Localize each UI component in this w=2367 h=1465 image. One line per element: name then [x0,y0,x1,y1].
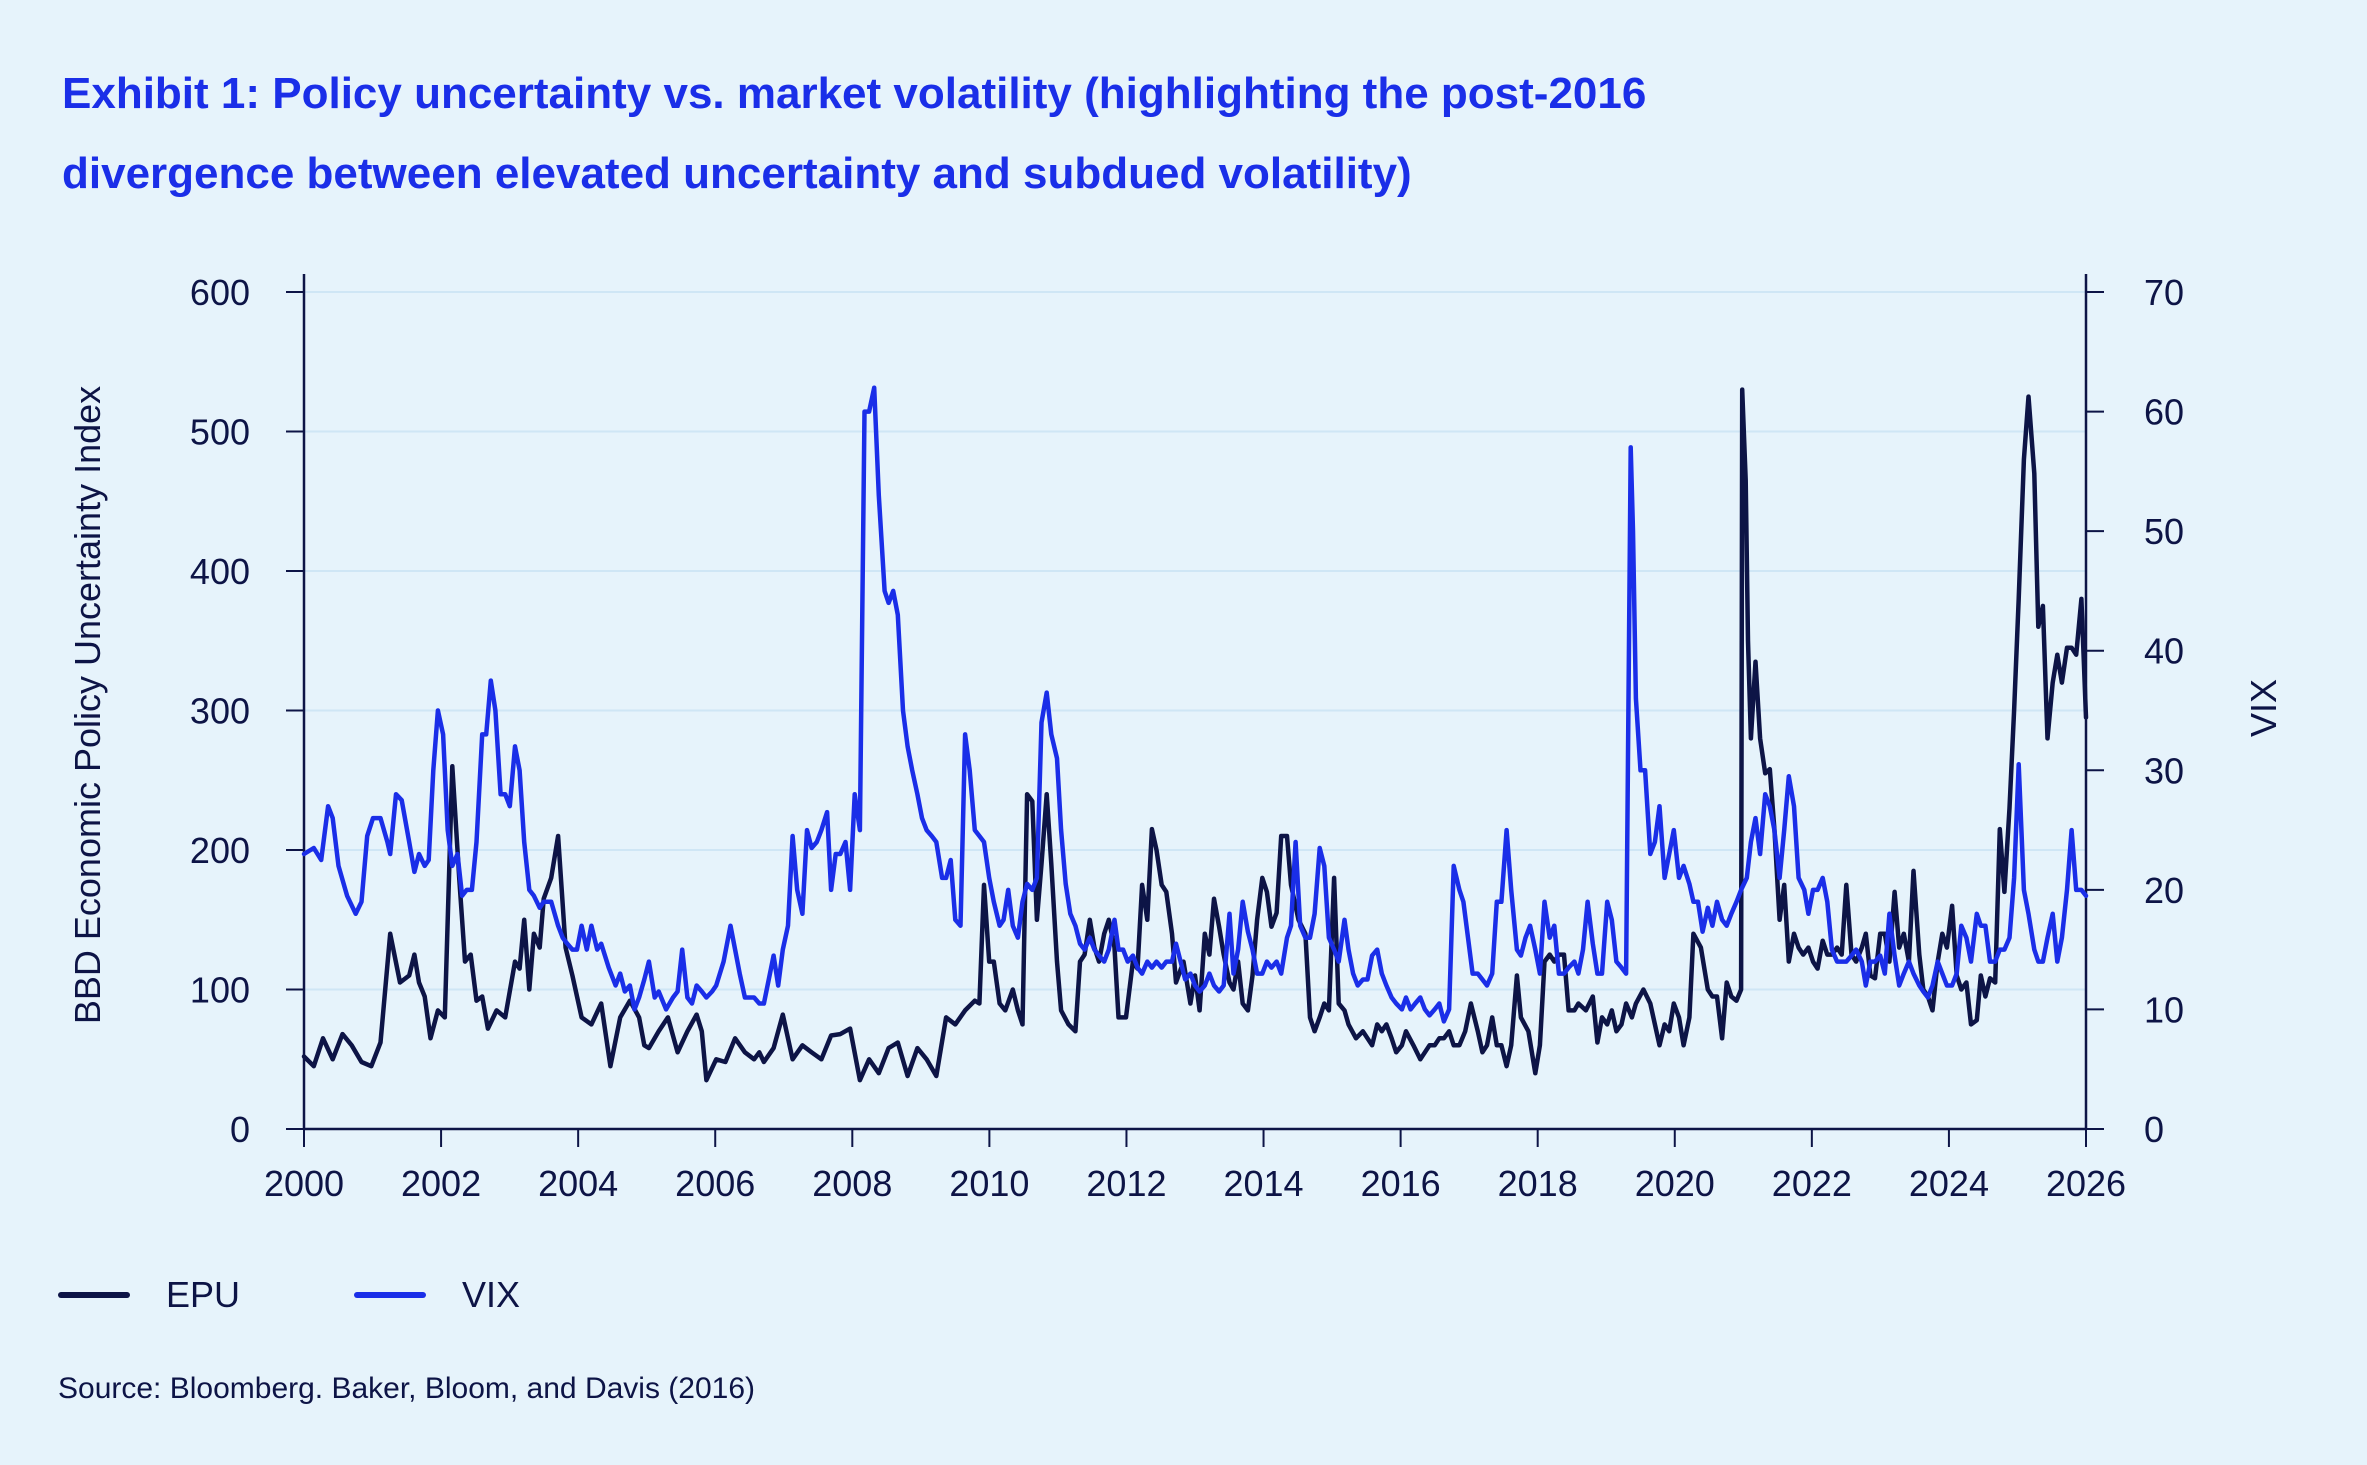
y-right-tick-label: 20 [2144,870,2184,911]
y-left-tick-label: 100 [190,970,250,1011]
x-tick-label: 2004 [538,1163,618,1204]
y-right-ticks: 0 10 20 30 40 50 60 70 [2086,272,2184,1150]
y-axis-label-right: VIX [2243,679,2284,737]
series-lines [301,385,2089,1083]
y-left-tick-label: 200 [190,830,250,871]
chart-title: Exhibit 1: Policy uncertainty vs. market… [62,54,1862,214]
y-right-tick-label: 30 [2144,750,2184,791]
x-ticks: 2000 2002 2004 2006 2008 2010 2012 2014 2016 2018… [264,1129,2126,1204]
source-note: Source: Bloomberg. Baker, Bloom, and Dav… [58,1372,756,1405]
y-right-tick-label: 10 [2144,989,2184,1030]
x-tick-label: 2020 [1635,1163,1715,1204]
y-left-tick-label: 0 [230,1109,250,1150]
legend-item-vix: VIX [354,1270,520,1320]
y-left-tick-label: 300 [190,691,250,732]
legend-swatch-vix [354,1292,426,1298]
axes [302,274,2088,1131]
y-axis-label-left: BBD Economic Policy Uncertainty Index [67,386,108,1024]
legend-label-epu: EPU [166,1274,241,1315]
legend-swatch-epu [58,1292,130,1298]
y-right-tick-label: 50 [2144,511,2184,552]
dual-axis-line-chart: 0 100 200 300 400 500 600 0 10 20 30 40 50 60 70 2000… [67,272,2284,1204]
x-tick-label: 2018 [1498,1163,1578,1204]
title-line-2: divergence between elevated uncertainty … [62,149,1412,198]
y-right-tick-label: 0 [2144,1109,2164,1150]
y-left-tick-label: 400 [190,551,250,592]
x-tick-label: 2022 [1772,1163,1852,1204]
y-right-tick-label: 70 [2144,272,2184,313]
series-line-epu [301,387,2089,1083]
x-tick-label: 2000 [264,1163,344,1204]
y-left-tick-label: 500 [190,412,250,453]
series-line-vix [301,385,2089,1024]
x-tick-label: 2012 [1086,1163,1166,1204]
legend-item-epu: EPU [58,1270,240,1320]
x-tick-label: 2006 [675,1163,755,1204]
x-tick-label: 2008 [812,1163,892,1204]
title-line-1: Exhibit 1: Policy uncertainty vs. market… [62,69,1647,118]
y-left-ticks: 0 100 200 300 400 500 600 [190,272,304,1150]
y-left-tick-label: 600 [190,272,250,313]
x-tick-label: 2016 [1361,1163,1441,1204]
x-tick-label: 2014 [1223,1163,1303,1204]
x-tick-label: 2002 [401,1163,481,1204]
y-right-tick-label: 40 [2144,631,2184,672]
legend-label-vix: VIX [462,1274,521,1315]
y-right-tick-label: 60 [2144,392,2184,433]
x-tick-label: 2010 [949,1163,1029,1204]
x-tick-label: 2026 [2046,1163,2126,1204]
x-tick-label: 2024 [1909,1163,1989,1204]
